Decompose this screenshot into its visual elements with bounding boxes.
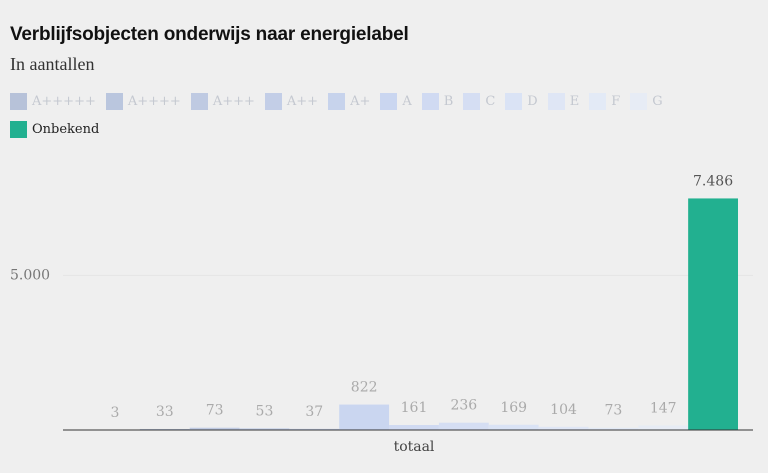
data-label: 3	[110, 405, 119, 421]
data-label: 53	[256, 403, 274, 419]
legend-label: A++++	[127, 93, 181, 109]
legend-swatch	[421, 92, 439, 110]
bar	[339, 404, 390, 430]
y-tick-label: 5.000	[10, 267, 50, 283]
data-label: 169	[500, 400, 527, 416]
bar	[488, 424, 539, 430]
legend-label: B	[443, 93, 454, 109]
legend-item: Onbekend	[10, 119, 99, 139]
bar	[438, 422, 489, 430]
bar	[538, 426, 589, 430]
legend-item: A++	[264, 91, 319, 111]
legend-swatch	[190, 92, 208, 110]
legend-label: A	[402, 93, 412, 109]
legend-swatch	[463, 92, 481, 110]
legend-label: A++	[286, 93, 319, 109]
data-label: 37	[305, 404, 323, 420]
legend-item: G	[630, 91, 663, 111]
legend-label: G	[652, 93, 663, 109]
legend-item: A+++	[190, 91, 255, 111]
data-label: 33	[156, 404, 174, 420]
data-label: 73	[604, 403, 622, 419]
bar	[638, 425, 689, 430]
data-label: 147	[650, 400, 677, 416]
bar	[289, 428, 340, 430]
data-label: 73	[206, 403, 224, 419]
legend-swatch	[10, 92, 27, 110]
legend-swatch	[328, 92, 346, 110]
legend: A+++++ A++++ A+++ A++ A+ A B C D E F G Onbekend	[10, 91, 730, 139]
legend-label: A+	[350, 93, 371, 109]
legend-swatch	[264, 92, 282, 110]
legend-item: E	[547, 91, 580, 111]
legend-item: A+	[328, 91, 370, 111]
legend-label: C	[485, 93, 496, 109]
bar	[389, 425, 439, 430]
legend-swatch	[380, 92, 398, 110]
data-label: 236	[450, 398, 477, 414]
legend-item: D	[505, 91, 538, 111]
legend-swatch	[105, 92, 123, 110]
legend-label: D	[527, 93, 538, 109]
legend-item: A+++++	[10, 91, 96, 111]
legend-swatch	[547, 92, 565, 110]
legend-item: C	[463, 91, 495, 111]
legend-swatch	[630, 92, 648, 110]
data-label: 822	[351, 380, 378, 396]
legend-item: F	[589, 91, 620, 111]
bar	[688, 198, 738, 430]
x-tick-label: totaal	[394, 439, 435, 455]
legend-label: A+++++	[32, 93, 96, 109]
legend-label: E	[569, 93, 580, 109]
data-label: 161	[401, 400, 428, 416]
chart-subtitle: In aantallen	[10, 54, 95, 74]
bar	[139, 428, 190, 430]
data-label: 7.486	[693, 173, 733, 189]
bar	[588, 427, 639, 430]
legend-item: A++++	[105, 91, 181, 111]
chart-title: Verblijfsobjecten onderwijs naar energie…	[10, 24, 409, 45]
legend-swatch	[505, 92, 523, 110]
legend-label: Onbekend	[32, 121, 100, 137]
legend-label: A+++	[212, 93, 255, 109]
bar	[239, 428, 290, 430]
bar	[189, 427, 240, 430]
legend-item: B	[421, 91, 454, 111]
legend-swatch	[589, 92, 607, 110]
data-label: 104	[550, 402, 577, 418]
legend-label: F	[611, 93, 621, 109]
legend-swatch	[10, 120, 27, 138]
legend-item: A	[380, 91, 412, 111]
